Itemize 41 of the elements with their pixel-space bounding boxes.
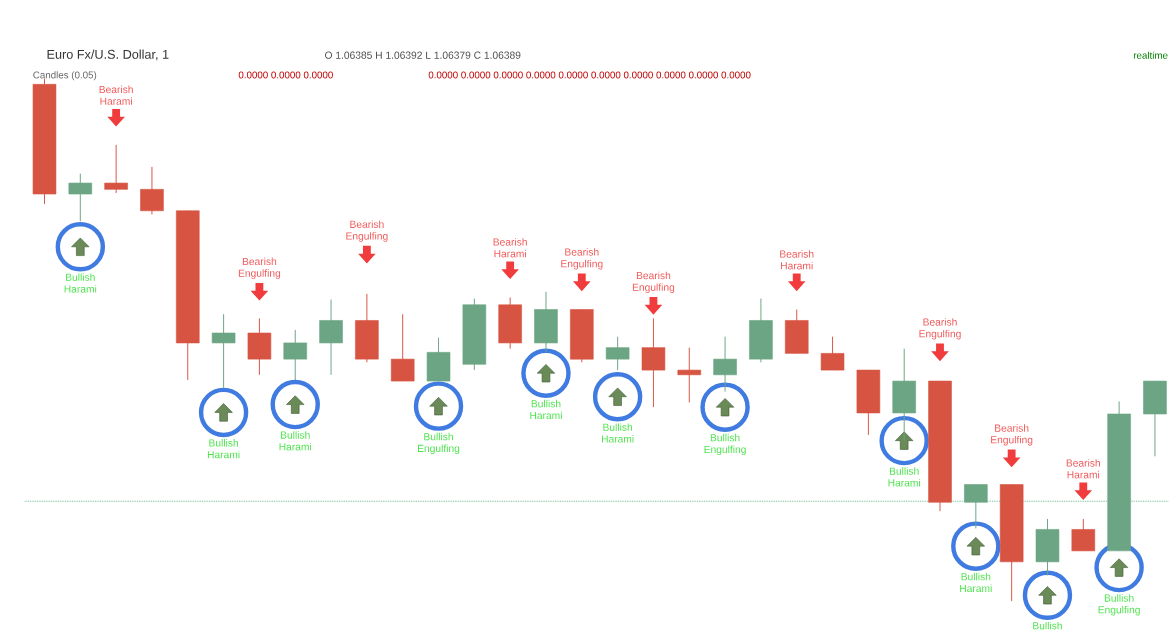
- candlestick: [319, 298, 343, 376]
- annotation: Bullish Engulfing: [1098, 594, 1140, 616]
- text: 0.0000 0.0000 0.0000: [238, 71, 333, 79]
- candlestick: [713, 335, 737, 392]
- annotation: Bullish Harami: [64, 273, 97, 293]
- annotation: Bearish Engulfing: [991, 424, 1033, 446]
- annotation: Candles (0.05): [33, 71, 97, 81]
- annotation: Bearish Harami: [1066, 458, 1100, 479]
- annotation: Bullish Engulfing: [704, 433, 746, 455]
- candlestick: [68, 172, 93, 222]
- text: 0.0000 0.0000 0.0000 0.0000 0.0000 0.0000 0.0000 0.0000 0.0000 0.0000: [428, 71, 751, 79]
- candlestick: [677, 346, 702, 403]
- candlestick: [964, 483, 988, 529]
- chart-title: Euro Fx/U.S. Dollar, 1: [47, 49, 169, 61]
- annotation: Bearish Engulfing: [561, 247, 603, 270]
- annotation: Bearish Harami: [99, 85, 133, 105]
- annotation: Bearish Engulfing: [632, 271, 675, 293]
- annotation: Bullish Harami: [960, 572, 992, 592]
- annotation: Bearish Engulfing: [346, 220, 388, 242]
- annotation: Bullish Harami: [601, 423, 634, 443]
- annotation: Bullish Harami: [207, 438, 240, 459]
- candlestick: [211, 313, 236, 389]
- candlestick: [605, 335, 630, 371]
- candlestick: [641, 317, 666, 408]
- candlestick: [104, 144, 128, 194]
- annotation: Bullish Harami: [279, 431, 312, 451]
- candlestick: [390, 313, 415, 382]
- annotation: Bullish Engulfing: [418, 432, 460, 454]
- chart-subtitle: O 1.06385 H 1.06392 L 1.06379 C 1.06389: [325, 51, 521, 59]
- candlestick: [1071, 518, 1096, 552]
- text: realtime: [1133, 51, 1168, 59]
- candlestick: [283, 329, 307, 381]
- annotation: Bearish Engulfing: [238, 257, 281, 279]
- annotation: Bearish Harami: [493, 237, 527, 258]
- annotation: Bullish: [1033, 621, 1062, 630]
- annotation: Bearish Harami: [780, 250, 814, 270]
- annotation: Bullish Harami: [530, 399, 562, 419]
- annotation: Bullish Harami: [888, 467, 920, 487]
- annotation: Bearish Engulfing: [919, 317, 961, 340]
- candlestick: [820, 335, 845, 371]
- candlestick: [140, 166, 164, 215]
